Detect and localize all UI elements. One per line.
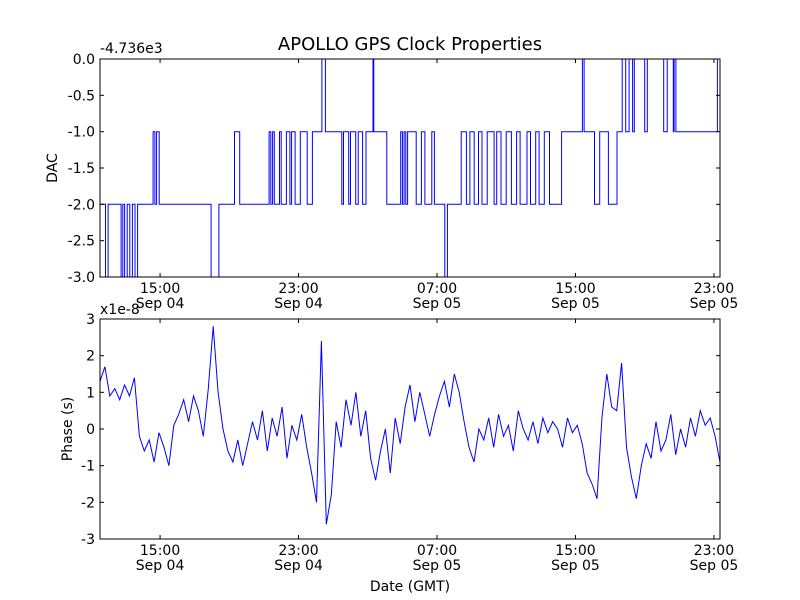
phase-ytick-label: 3 (86, 312, 95, 328)
dac-xtick-label-date: Sep 04 (136, 296, 185, 312)
dac-xtick-label-date: Sep 05 (551, 296, 600, 312)
chart-title: APOLLO GPS Clock Properties (278, 34, 542, 55)
dac-xtick-label-time: 15:00 (140, 281, 180, 297)
dac-ytick-label: -3.0 (68, 270, 95, 286)
phase-xtick-label-time: 15:00 (140, 543, 180, 559)
dac-xtick-label-time: 07:00 (417, 281, 457, 297)
dac-axes: -4.736e3 DAC 0.0 -0.5 -1.0 -1.5 -2.0 -2.5 -3.0… (45, 41, 738, 312)
dac-ylabel: DAC (45, 153, 61, 183)
phase-ytick-label: -1 (81, 459, 95, 475)
phase-xtick-label-date: Sep 04 (274, 558, 323, 574)
phase-ytick-label: 1 (86, 385, 95, 401)
phase-ytick-label: 0 (86, 422, 95, 438)
phase-xtick-label-time: 23:00 (694, 543, 734, 559)
dac-ytick-label: -2.5 (68, 234, 95, 250)
dac-ytick-label: -2.0 (68, 197, 95, 213)
phase-xtick-label-date: Sep 05 (551, 558, 600, 574)
phase-xtick-label-date: Sep 05 (690, 558, 739, 574)
dac-xtick-label-time: 23:00 (278, 281, 318, 297)
phase-xlabel: Date (GMT) (370, 579, 450, 595)
phase-axes-frame (99, 318, 721, 540)
phase-xtick-label-time: 15:00 (555, 543, 595, 559)
dac-offset-text: -4.736e3 (100, 41, 163, 57)
dac-series-line (100, 59, 720, 277)
dac-xtick-label-date: Sep 05 (690, 296, 739, 312)
dac-xtick-label-time: 15:00 (555, 281, 595, 297)
dac-ytick-label: -1.5 (68, 161, 95, 177)
phase-ytick-label: -2 (81, 495, 95, 511)
phase-ytick-label: 2 (86, 349, 95, 365)
phase-offset-text: x1e-8 (100, 302, 140, 318)
phase-xtick-label-date: Sep 04 (136, 558, 185, 574)
phase-ylabel: Phase (s) (60, 397, 76, 461)
dac-xtick-label-time: 23:00 (694, 281, 734, 297)
dac-xtick-label-date: Sep 04 (274, 296, 323, 312)
phase-axes: x1e-8 Phase (s) Date (GMT) 3 2 1 0 -1 -2 -3 15:… (60, 302, 738, 595)
phase-xtick-label-date: Sep 05 (413, 558, 462, 574)
dac-xtick-label-date: Sep 05 (413, 296, 462, 312)
dac-axes-frame (99, 58, 721, 278)
phase-ytick-label: -3 (81, 532, 95, 548)
phase-series-line (100, 326, 720, 525)
dac-ytick-label: -0.5 (68, 88, 95, 104)
phase-xtick-label-time: 07:00 (417, 543, 457, 559)
phase-xtick-label-time: 23:00 (278, 543, 318, 559)
dac-ytick-label: 0.0 (73, 52, 95, 68)
dac-ytick-label: -1.0 (68, 125, 95, 141)
